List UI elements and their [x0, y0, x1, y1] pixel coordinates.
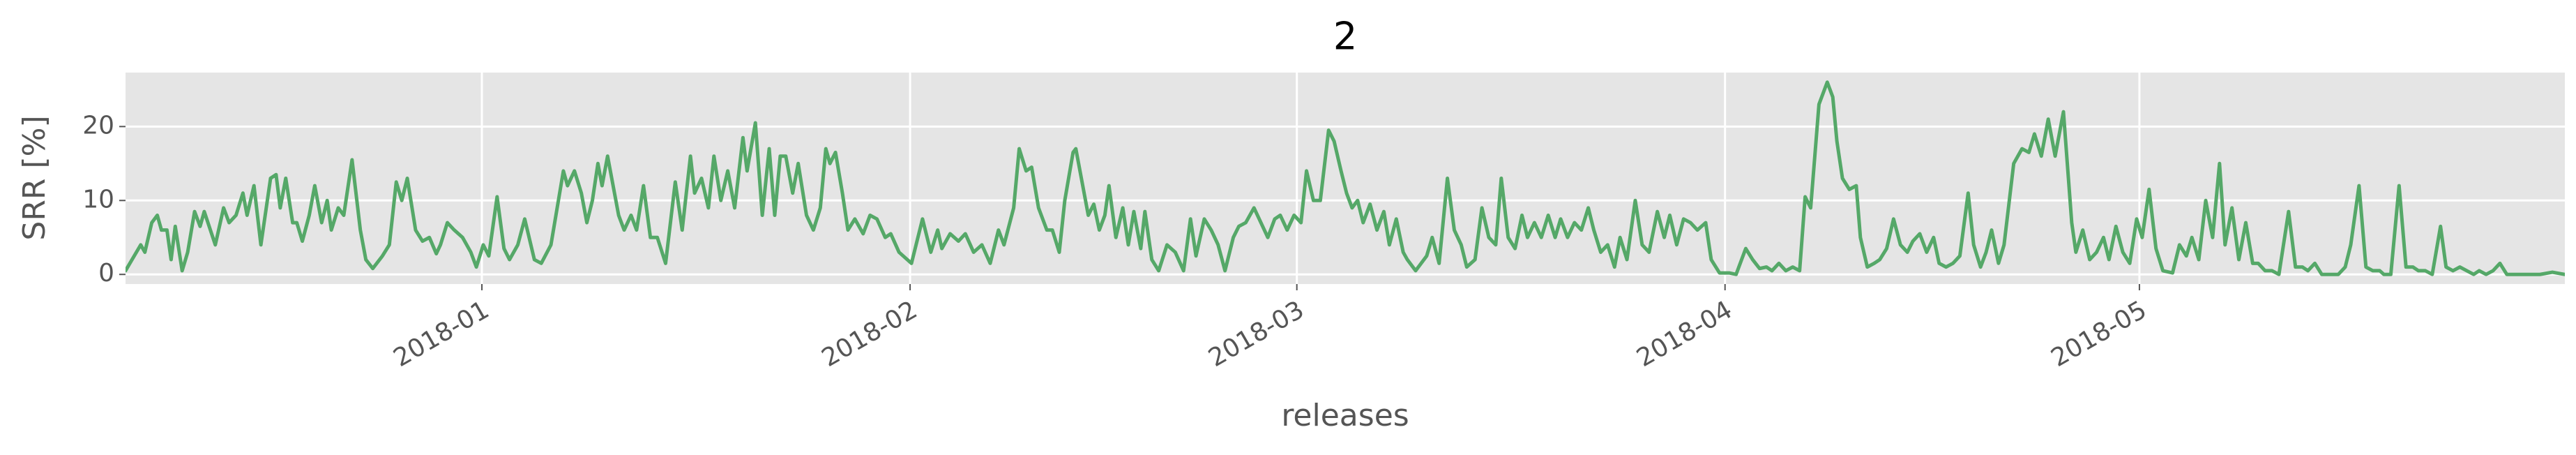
- y-tick-label: 20: [82, 111, 114, 140]
- x-axis-label: releases: [1281, 398, 1409, 433]
- marks: [126, 80, 2565, 276]
- x-tick-label: 2018-02: [817, 295, 923, 373]
- x-tick-label: 2018-04: [1632, 295, 1737, 373]
- line-series: [126, 80, 2565, 276]
- grid: [126, 73, 2565, 284]
- y-tick-label: 0: [98, 259, 114, 288]
- x-tick-label: 2018-03: [1204, 295, 1309, 373]
- x-tick-label: 2018-01: [389, 295, 494, 373]
- chart-title: 2: [1333, 15, 1357, 59]
- y-tick-label: 10: [82, 185, 114, 214]
- y-axis-label: SRR [%]: [17, 115, 52, 240]
- x-tick-label: 2018-05: [2046, 295, 2151, 373]
